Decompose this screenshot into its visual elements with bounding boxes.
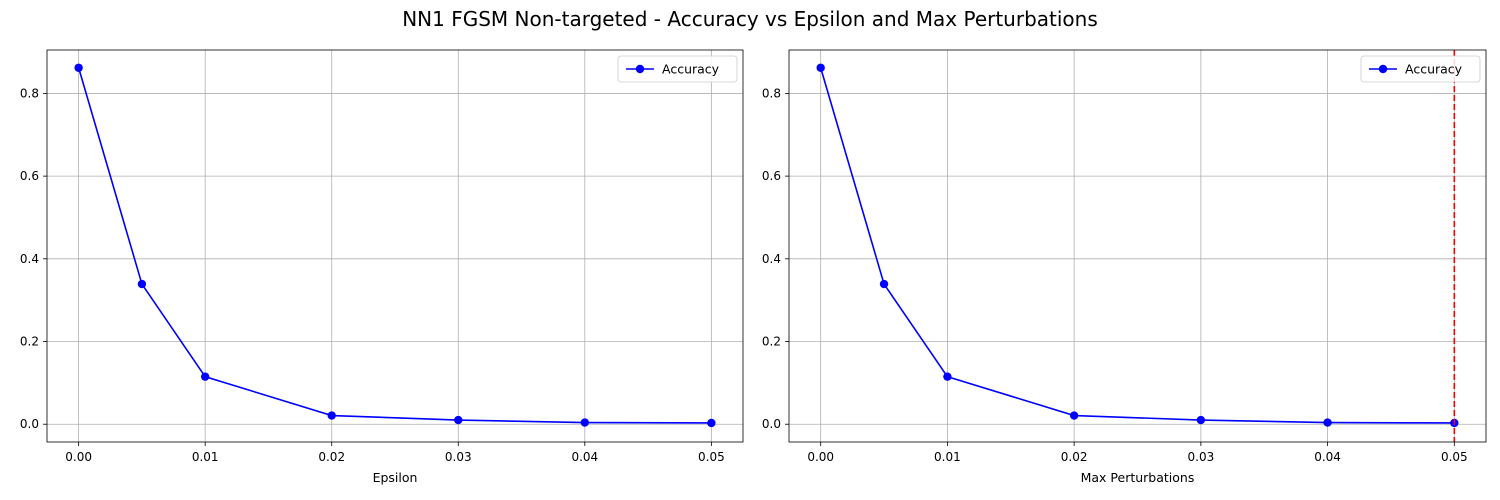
- figure-title: NN1 FGSM Non-targeted - Accuracy vs Epsi…: [402, 7, 1098, 31]
- legend-marker-swatch: [1378, 64, 1388, 74]
- legend-box: [617, 55, 738, 83]
- data-point: [1069, 411, 1079, 420]
- x-tick-label: 0.00: [807, 450, 834, 464]
- legend-box: [1360, 55, 1481, 83]
- x-axis-label: Epsilon: [373, 470, 418, 485]
- data-point: [1323, 418, 1332, 427]
- legend: Accuracy: [617, 55, 738, 83]
- x-tick-label: 0.03: [445, 450, 472, 464]
- data-point: [74, 63, 83, 72]
- x-tick-label: 0.05: [1441, 450, 1468, 464]
- data-point: [200, 372, 210, 381]
- legend-label: Accuracy: [1405, 62, 1463, 77]
- y-tick-label: 0.8: [762, 86, 781, 100]
- data-point: [943, 372, 952, 381]
- data-point: [454, 415, 463, 425]
- y-tick-label: 0.6: [762, 169, 781, 183]
- data-point: [580, 418, 590, 427]
- y-tick-label: 0.4: [762, 252, 781, 266]
- data-point: [707, 418, 716, 428]
- data-point: [816, 63, 825, 72]
- x-axis-label: Max Perturbations: [1081, 470, 1195, 485]
- y-tick-label: 0.8: [20, 86, 39, 100]
- x-tick-label: 0.02: [1061, 450, 1088, 464]
- data-point: [327, 411, 336, 420]
- x-tick-label: 0.03: [1188, 450, 1215, 464]
- y-tick-label: 0.4: [20, 252, 39, 266]
- x-tick-label: 0.04: [1314, 450, 1341, 464]
- legend: Accuracy: [1360, 55, 1481, 83]
- x-tick-label: 0.01: [934, 450, 961, 464]
- chart-panel-2: 0.00 0.01 0.02 0.03 0.04 0.05 0.0 0.2 0.4 0.6 0.8 M…: [762, 49, 1487, 485]
- data-point: [1196, 415, 1206, 425]
- y-tick-label: 0.0: [20, 417, 39, 431]
- legend-label: Accuracy: [662, 62, 720, 77]
- axes-frame: [788, 49, 1487, 443]
- x-tick-label: 0.05: [698, 450, 725, 464]
- x-tick-label: 0.04: [571, 450, 598, 464]
- x-tick-label: 0.02: [318, 450, 345, 464]
- y-tick-label: 0.2: [20, 335, 39, 349]
- axes-frame: [46, 49, 744, 443]
- data-point: [137, 279, 147, 289]
- y-tick-label: 0.0: [762, 417, 781, 431]
- x-tick-label: 0.01: [192, 450, 219, 464]
- chart-panel-1: 0.00 0.01 0.02 0.03 0.04 0.05 0.0 0.2 0.4 0.6 0.8 E…: [20, 49, 744, 485]
- y-tick-label: 0.2: [762, 335, 781, 349]
- x-tick-label: 0.00: [65, 450, 92, 464]
- data-point: [879, 279, 889, 289]
- y-tick-label: 0.6: [20, 169, 39, 183]
- legend-marker-swatch: [635, 64, 645, 74]
